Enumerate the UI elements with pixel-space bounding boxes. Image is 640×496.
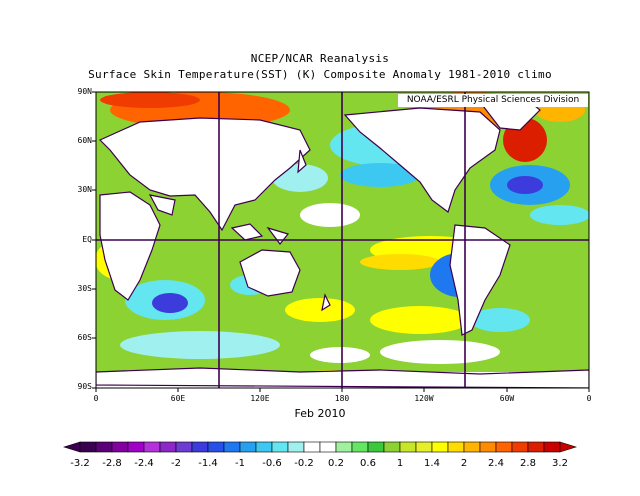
colorbar-swatch xyxy=(95,441,113,453)
colorbar-tick-label: -3.2 xyxy=(70,458,90,469)
colorbar-swatch xyxy=(367,441,385,453)
lat-label: 60S xyxy=(77,333,92,342)
colorbar-swatch xyxy=(335,441,353,453)
colorbar-swatch xyxy=(463,441,481,453)
colorbar-swatch xyxy=(79,441,97,453)
colorbar-swatch xyxy=(495,441,513,453)
colorbar-swatch xyxy=(447,441,465,453)
lon-label: 120W xyxy=(414,394,434,403)
colorbar-swatch xyxy=(111,441,129,453)
colorbar-swatch xyxy=(303,441,321,453)
colorbar-tick-label: 1 xyxy=(396,458,404,469)
colorbar-tick-label: 3.2 xyxy=(552,458,568,469)
axis-ticks xyxy=(92,91,590,392)
colorbar-tick-label: -1 xyxy=(235,458,245,469)
colorbar-swatch xyxy=(127,441,145,453)
colorbar-swatch xyxy=(159,441,177,453)
colorbar-tick-label: -0.2 xyxy=(294,458,314,469)
lon-label: 60W xyxy=(499,394,515,403)
colorbar-swatch xyxy=(143,441,161,453)
lon-label: 180 xyxy=(334,394,350,403)
colorbar-swatch xyxy=(239,441,257,453)
colorbar-swatch xyxy=(287,441,305,453)
lon-label: 60E xyxy=(170,394,186,403)
lat-label: 30S xyxy=(77,284,92,293)
colorbar-swatch xyxy=(207,441,225,453)
lat-label: 90N xyxy=(77,87,92,96)
grid-lines xyxy=(96,92,589,388)
chart-title: NCEP/NCAR Reanalysis xyxy=(250,52,390,65)
colorbar-tick-label: 2 xyxy=(460,458,468,469)
colorbar-tick-label: 2.8 xyxy=(520,458,536,469)
colorbar-swatch xyxy=(431,441,449,453)
colorbar-swatch xyxy=(319,441,337,453)
colorbar-swatch xyxy=(191,441,209,453)
colorbar-arrow-right xyxy=(559,441,578,453)
colorbar-swatch xyxy=(175,441,193,453)
colorbar-swatch xyxy=(223,441,241,453)
colorbar-swatch xyxy=(543,441,561,453)
colorbar-tick-label: -2 xyxy=(171,458,181,469)
chart-subtitle: Surface Skin Temperature(SST) (K) Compos… xyxy=(88,68,552,81)
colorbar-swatch xyxy=(479,441,497,453)
lon-label: 120E xyxy=(250,394,270,403)
colorbar-swatch xyxy=(351,441,369,453)
lon-label: 0 xyxy=(586,394,592,403)
colorbar-swatch xyxy=(255,441,273,453)
colorbar-tick-label: -2.4 xyxy=(134,458,154,469)
colorbar-tick-label: 1.4 xyxy=(424,458,440,469)
lat-label: 60N xyxy=(77,136,92,145)
colorbar-tick-label: 0.2 xyxy=(328,458,344,469)
colorbar-swatch xyxy=(383,441,401,453)
date-label: Feb 2010 xyxy=(294,407,346,420)
lat-label: 90S xyxy=(77,382,92,391)
colorbar-swatch xyxy=(399,441,417,453)
lon-label: 0 xyxy=(93,394,99,403)
lat-label: EQ xyxy=(82,235,92,244)
credit-label: NOAA/ESRL Physical Sciences Division xyxy=(398,94,588,107)
colorbar-tick-label: -2.8 xyxy=(102,458,122,469)
colorbar-tick-label: -0.6 xyxy=(262,458,282,469)
colorbar-tick-label: -1.4 xyxy=(198,458,218,469)
colorbar-arrow-left xyxy=(62,441,81,453)
colorbar-tick-label: 0.6 xyxy=(360,458,376,469)
colorbar-swatch xyxy=(271,441,289,453)
colorbar-swatch xyxy=(511,441,529,453)
colorbar-swatch xyxy=(527,441,545,453)
lat-label: 30N xyxy=(77,185,92,194)
colorbar-swatch xyxy=(415,441,433,453)
colorbar-tick-label: 2.4 xyxy=(488,458,504,469)
